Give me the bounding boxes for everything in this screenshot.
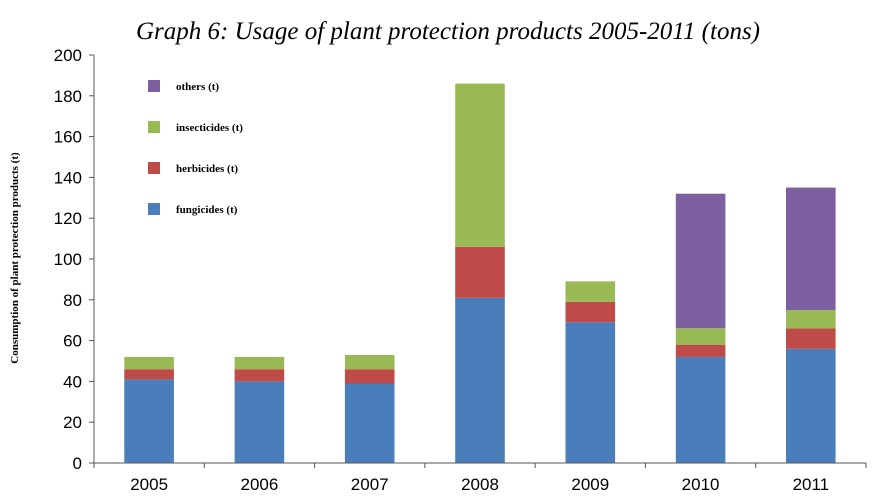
bar-2009-insecticides — [565, 281, 616, 302]
bar-2008-herbicides — [455, 246, 505, 298]
legend: others (t) insecticides (t) herbicides (t)… — [148, 80, 243, 216]
x-tick-label: 2007 — [351, 475, 389, 494]
y-tick-label: 100 — [54, 250, 82, 269]
x-tick-label: 2011 — [793, 475, 830, 494]
y-tick-label: 40 — [63, 372, 82, 391]
bar-2008-insecticides — [455, 83, 505, 247]
bar-2009-herbicides — [565, 301, 616, 323]
y-axis-label: Consumption of plant protection products… — [9, 152, 21, 364]
bar-2010-insecticides — [675, 328, 726, 345]
y-tick-label: 180 — [54, 87, 82, 106]
y-tick-label: 160 — [54, 128, 82, 147]
bar-2010-others — [675, 193, 726, 329]
y-tick-label: 60 — [63, 332, 82, 351]
bar-2006-fungicides — [234, 381, 285, 463]
x-tick-label: 2008 — [461, 475, 499, 494]
bar-2007-fungicides — [344, 383, 395, 463]
bar-2009-fungicides — [565, 322, 616, 463]
bar-2005-fungicides — [124, 379, 174, 463]
y-tick-label: 200 — [54, 46, 82, 65]
bar-2010-fungicides — [675, 356, 726, 463]
bar-2011-herbicides — [786, 328, 836, 349]
x-axis-ticks: 2005 2006 2007 2008 2009 2010 2011 — [93, 463, 867, 494]
legend-label: others (t) — [176, 81, 219, 93]
bar-2007-herbicides — [344, 369, 395, 384]
bar-2011-others — [786, 187, 836, 310]
bar-2006-herbicides — [234, 369, 285, 382]
x-tick-label: 2006 — [241, 475, 279, 494]
bar-2008-fungicides — [455, 297, 505, 463]
bar-2011-insecticides — [786, 310, 836, 329]
legend-label: fungicides (t) — [176, 204, 238, 216]
y-axis-ticks: 0 20 40 60 80 100 120 140 160 180 200 — [54, 46, 94, 473]
legend-swatch — [148, 80, 160, 92]
bar-2007-insecticides — [344, 354, 395, 370]
chart-title: Graph 6: Usage of plant protection produ… — [136, 18, 760, 45]
bar-2006-insecticides — [234, 356, 285, 370]
legend-label: herbicides (t) — [176, 163, 238, 175]
y-tick-label: 140 — [54, 168, 82, 187]
legend-swatch — [148, 162, 160, 174]
bar-2005-insecticides — [124, 356, 174, 370]
bars — [124, 83, 836, 463]
y-tick-label: 120 — [54, 209, 82, 228]
legend-label: insecticides (t) — [176, 122, 243, 134]
y-tick-label: 0 — [73, 454, 82, 473]
y-tick-label: 20 — [63, 413, 82, 432]
bar-2011-fungicides — [786, 348, 836, 463]
bar-2005-herbicides — [124, 369, 174, 380]
x-tick-label: 2005 — [130, 475, 168, 494]
legend-swatch — [148, 203, 160, 215]
y-tick-label: 80 — [63, 291, 82, 310]
x-tick-label: 2009 — [571, 475, 609, 494]
legend-swatch — [148, 121, 160, 133]
bar-2010-herbicides — [675, 344, 726, 357]
x-tick-label: 2010 — [682, 475, 720, 494]
